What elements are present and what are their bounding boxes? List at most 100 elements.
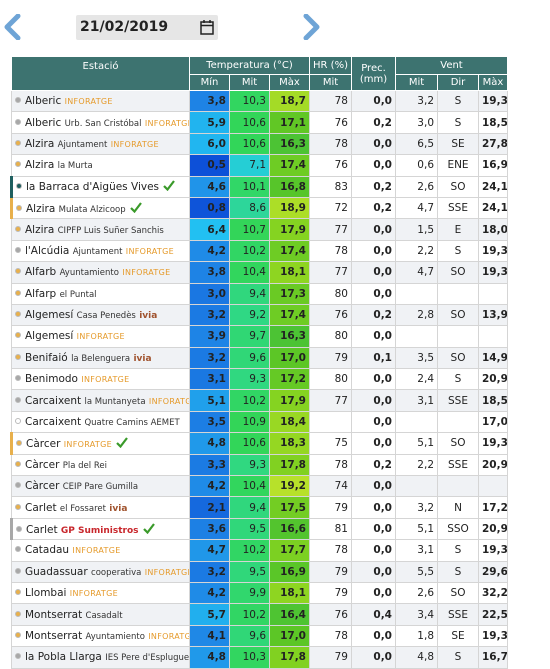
station-row: Benimodo INFORATGE 3,1 9,3 17,2 80 0,0 2,4 S 20,… [11,368,508,391]
temp-max: 17,8 [269,453,310,477]
wind-mean: 0,6 [395,154,438,177]
station-row: Montserrat Ayuntamiento INFORATGE4,19,61… [11,624,508,648]
station-cell: Alfarb Ayuntamiento INFORATGE [11,261,190,284]
temp-mean: 10,6 [229,132,270,156]
station-place: cooperativa [91,567,142,578]
wind-mean: 3,0 [395,111,438,134]
station-row: Alfarp el Puntal 3,0 9,4 17,3 80 0,0 [11,282,508,305]
precipitation: 0,0 [351,646,396,669]
wind-dir [437,282,479,305]
wind-dir [437,410,479,434]
network-tag: ivia [133,353,152,364]
station-place: Quatre Camins AEMET [84,418,180,429]
wind-max: 19,3 [478,539,508,562]
temp-mean: 9,2 [229,303,270,327]
station-name: Benifaió [25,351,68,364]
station-row: Alzira la Murta 0,5 7,1 17,4 76 0,0 0,6 ENE 16,9 [11,154,508,177]
status-dot [15,567,21,574]
date-input[interactable]: 21/02/2019 [76,15,218,40]
wind-max [478,475,508,498]
network-tag: INFORATGE [76,332,125,342]
station-place: CIPFP Luis Suñer Sanchis [57,225,164,236]
temp-min: 3,3 [189,453,230,477]
wind-mean: 2,2 [395,453,438,477]
temp-mean: 9,4 [229,496,270,519]
next-day[interactable] [302,14,320,40]
temp-max: 17,9 [269,218,310,241]
temp-min: 0,5 [189,154,230,177]
station-name: Alzira [26,202,56,215]
wind-dir: N [437,496,479,519]
station-row: Algemesí INFORATGE 3,9 9,7 16,3 80 0,0 [11,325,508,348]
humidity: 77 [309,261,352,284]
temp-max: 17,0 [269,624,310,648]
precipitation: 0,0 [351,389,396,412]
humidity [309,410,352,434]
col-wind: Vent [395,56,508,75]
station-place: el Fossaret [59,503,106,514]
station-row: Carcaixent Quatre Camins AEMET 3,5 10,9 18,… [11,410,508,434]
status-dot [15,460,21,467]
station-row: Algemesí Casa Penedès ivia 3,2 9,2 17,4 76 0,… [11,303,508,327]
wind-dir: S [437,111,479,134]
station-name: Algemesí [25,330,74,343]
station-name: Llombai [25,587,67,600]
network-tag: INFORATGE [122,268,171,278]
temp-min: 4,8 [189,646,230,669]
station-cell: Alzira Ajuntament INFORATGE [11,132,190,156]
status-dot [16,439,22,446]
temp-min: 3,9 [189,325,230,348]
network-tag: INFORATGE [72,546,121,556]
wind-dir: SSO [437,517,479,541]
wind-max: 19,3 [478,239,508,263]
precipitation: 0,0 [351,432,396,455]
station-row: Benifaió la Belenguera ivia 3,2 9,6 17,0 79 0… [11,346,508,370]
humidity: 76 [309,303,352,327]
calendar-icon[interactable] [200,20,214,35]
station-cell: Carcaixent Quatre Camins AEMET [11,410,190,434]
wind-max: 24,1 [478,196,508,220]
precipitation: 0,0 [351,239,396,263]
wind-mean: 2,2 [395,239,438,263]
station-place: Ayuntamiento [85,631,145,642]
humidity: 79 [309,496,352,519]
wind-dir: S [437,646,479,669]
wind-mean: 3,1 [395,539,438,562]
prev-day[interactable] [4,14,22,40]
precipitation: 0,0 [351,132,396,156]
humidity: 78 [309,539,352,562]
wind-mean: 2,8 [395,303,438,327]
temp-mean: 9,7 [229,325,270,348]
status-dot [15,546,21,553]
status-dot [15,589,21,596]
humidity: 80 [309,282,352,305]
network-tag: INFORATGE [144,567,190,577]
temp-min: 3,2 [189,346,230,370]
wind-max [478,282,508,305]
precipitation: 0,2 [351,453,396,477]
temp-max: 16,4 [269,603,310,626]
wind-max: 18,0 [478,218,508,241]
status-dot [15,139,21,146]
humidity: 72 [309,196,352,220]
wind-mean: 3,5 [395,346,438,370]
station-name: Algemesí [25,309,74,322]
precipitation: 0,2 [351,175,396,198]
station-cell: Alfarp el Puntal [11,282,190,305]
wind-mean [395,282,438,305]
station-cell: Alzira la Murta [11,154,190,177]
station-row: Alzira Ajuntament INFORATGE 6,0 10,6 16,3 78… [11,132,508,156]
station-cell: l'Alcúdia Ajuntament INFORATGE [11,239,190,263]
temp-mean: 7,1 [229,154,270,177]
wind-max: 20,9 [478,453,508,477]
station-row: Alfarb Ayuntamiento INFORATGE 3,8 10,4 18,1… [11,261,508,284]
precipitation: 0,0 [351,517,396,541]
station-cell: Carlet GP Suministros [10,517,190,541]
status-dot [15,631,21,638]
status-dot [15,161,21,168]
station-place: Urb. San Cristóbal [64,118,142,129]
humidity: 76 [309,111,352,134]
temp-mean: 10,3 [229,89,270,113]
sub-header: Màx [269,74,310,91]
station-row: Alberic Urb. San Cristóbal INFORATGE 5,9 1… [11,111,508,134]
